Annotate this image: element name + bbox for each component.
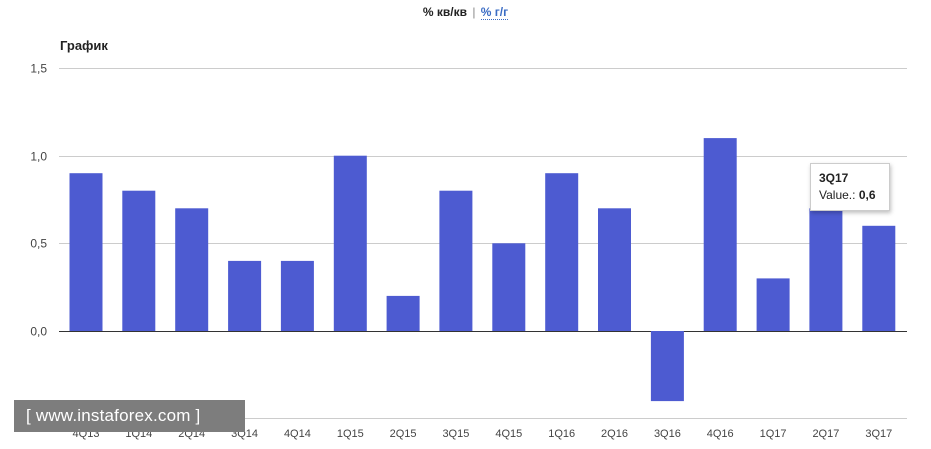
x-tick-label: 1Q15 [337,428,364,440]
x-tick-label: 4Q16 [707,428,734,440]
x-tick-label: 2Q17 [812,428,839,440]
y-tick-label: 0,5 [30,237,47,251]
bar-3Q14[interactable] [228,260,262,331]
bar-2Q17[interactable] [809,208,843,331]
bar-4Q15[interactable] [492,243,526,331]
y-axis: 1,5 1,0 0,5 0,0 [30,62,47,339]
x-tick-label: 3Q15 [442,428,469,440]
toggle-separator: | [472,5,476,19]
x-tick-label: 2Q15 [390,428,417,440]
chart-tooltip: 3Q17 Value.: 0,6 [810,163,890,211]
bar-1Q16[interactable] [545,173,579,331]
bar-4Q14[interactable] [280,260,314,331]
bar-2Q15[interactable] [386,295,420,331]
bar-3Q15[interactable] [439,190,473,331]
tooltip-value: 0,6 [858,188,876,202]
tooltip-label: Value.: [819,188,856,202]
bar-2Q14[interactable] [175,208,209,331]
gridlines [59,68,907,419]
chart-title: График [60,38,108,53]
x-tick-label: 3Q17 [865,428,892,440]
period-toggle: % кв/кв | % г/г [0,5,931,20]
y-tick-label: 1,5 [30,62,47,76]
x-tick-label: 2Q16 [601,428,628,440]
bar-3Q16[interactable] [650,331,684,402]
x-tick-label: 4Q15 [495,428,522,440]
bar-1Q15[interactable] [333,155,367,331]
watermark-logo: [ www.instaforex.com ] [14,400,245,432]
x-tick-label: 1Q16 [548,428,575,440]
bar-2Q16[interactable] [598,208,631,331]
x-tick-label: 3Q16 [654,428,681,440]
y-tick-label: 0,0 [30,325,47,339]
bar-4Q16[interactable] [703,138,737,331]
toggle-yoy-link[interactable]: % г/г [480,5,509,20]
x-tick-label: 4Q14 [284,428,311,440]
bars [69,138,896,402]
y-tick-label: 1,0 [30,150,47,164]
bar-4Q13[interactable] [69,173,103,331]
tooltip-category: 3Q17 [819,171,849,185]
toggle-qoq[interactable]: % кв/кв [422,5,467,19]
bar-1Q17[interactable] [756,278,790,331]
x-tick-label: 1Q17 [760,428,787,440]
bar-1Q14[interactable] [122,190,156,331]
bar-3Q17[interactable] [862,225,896,331]
